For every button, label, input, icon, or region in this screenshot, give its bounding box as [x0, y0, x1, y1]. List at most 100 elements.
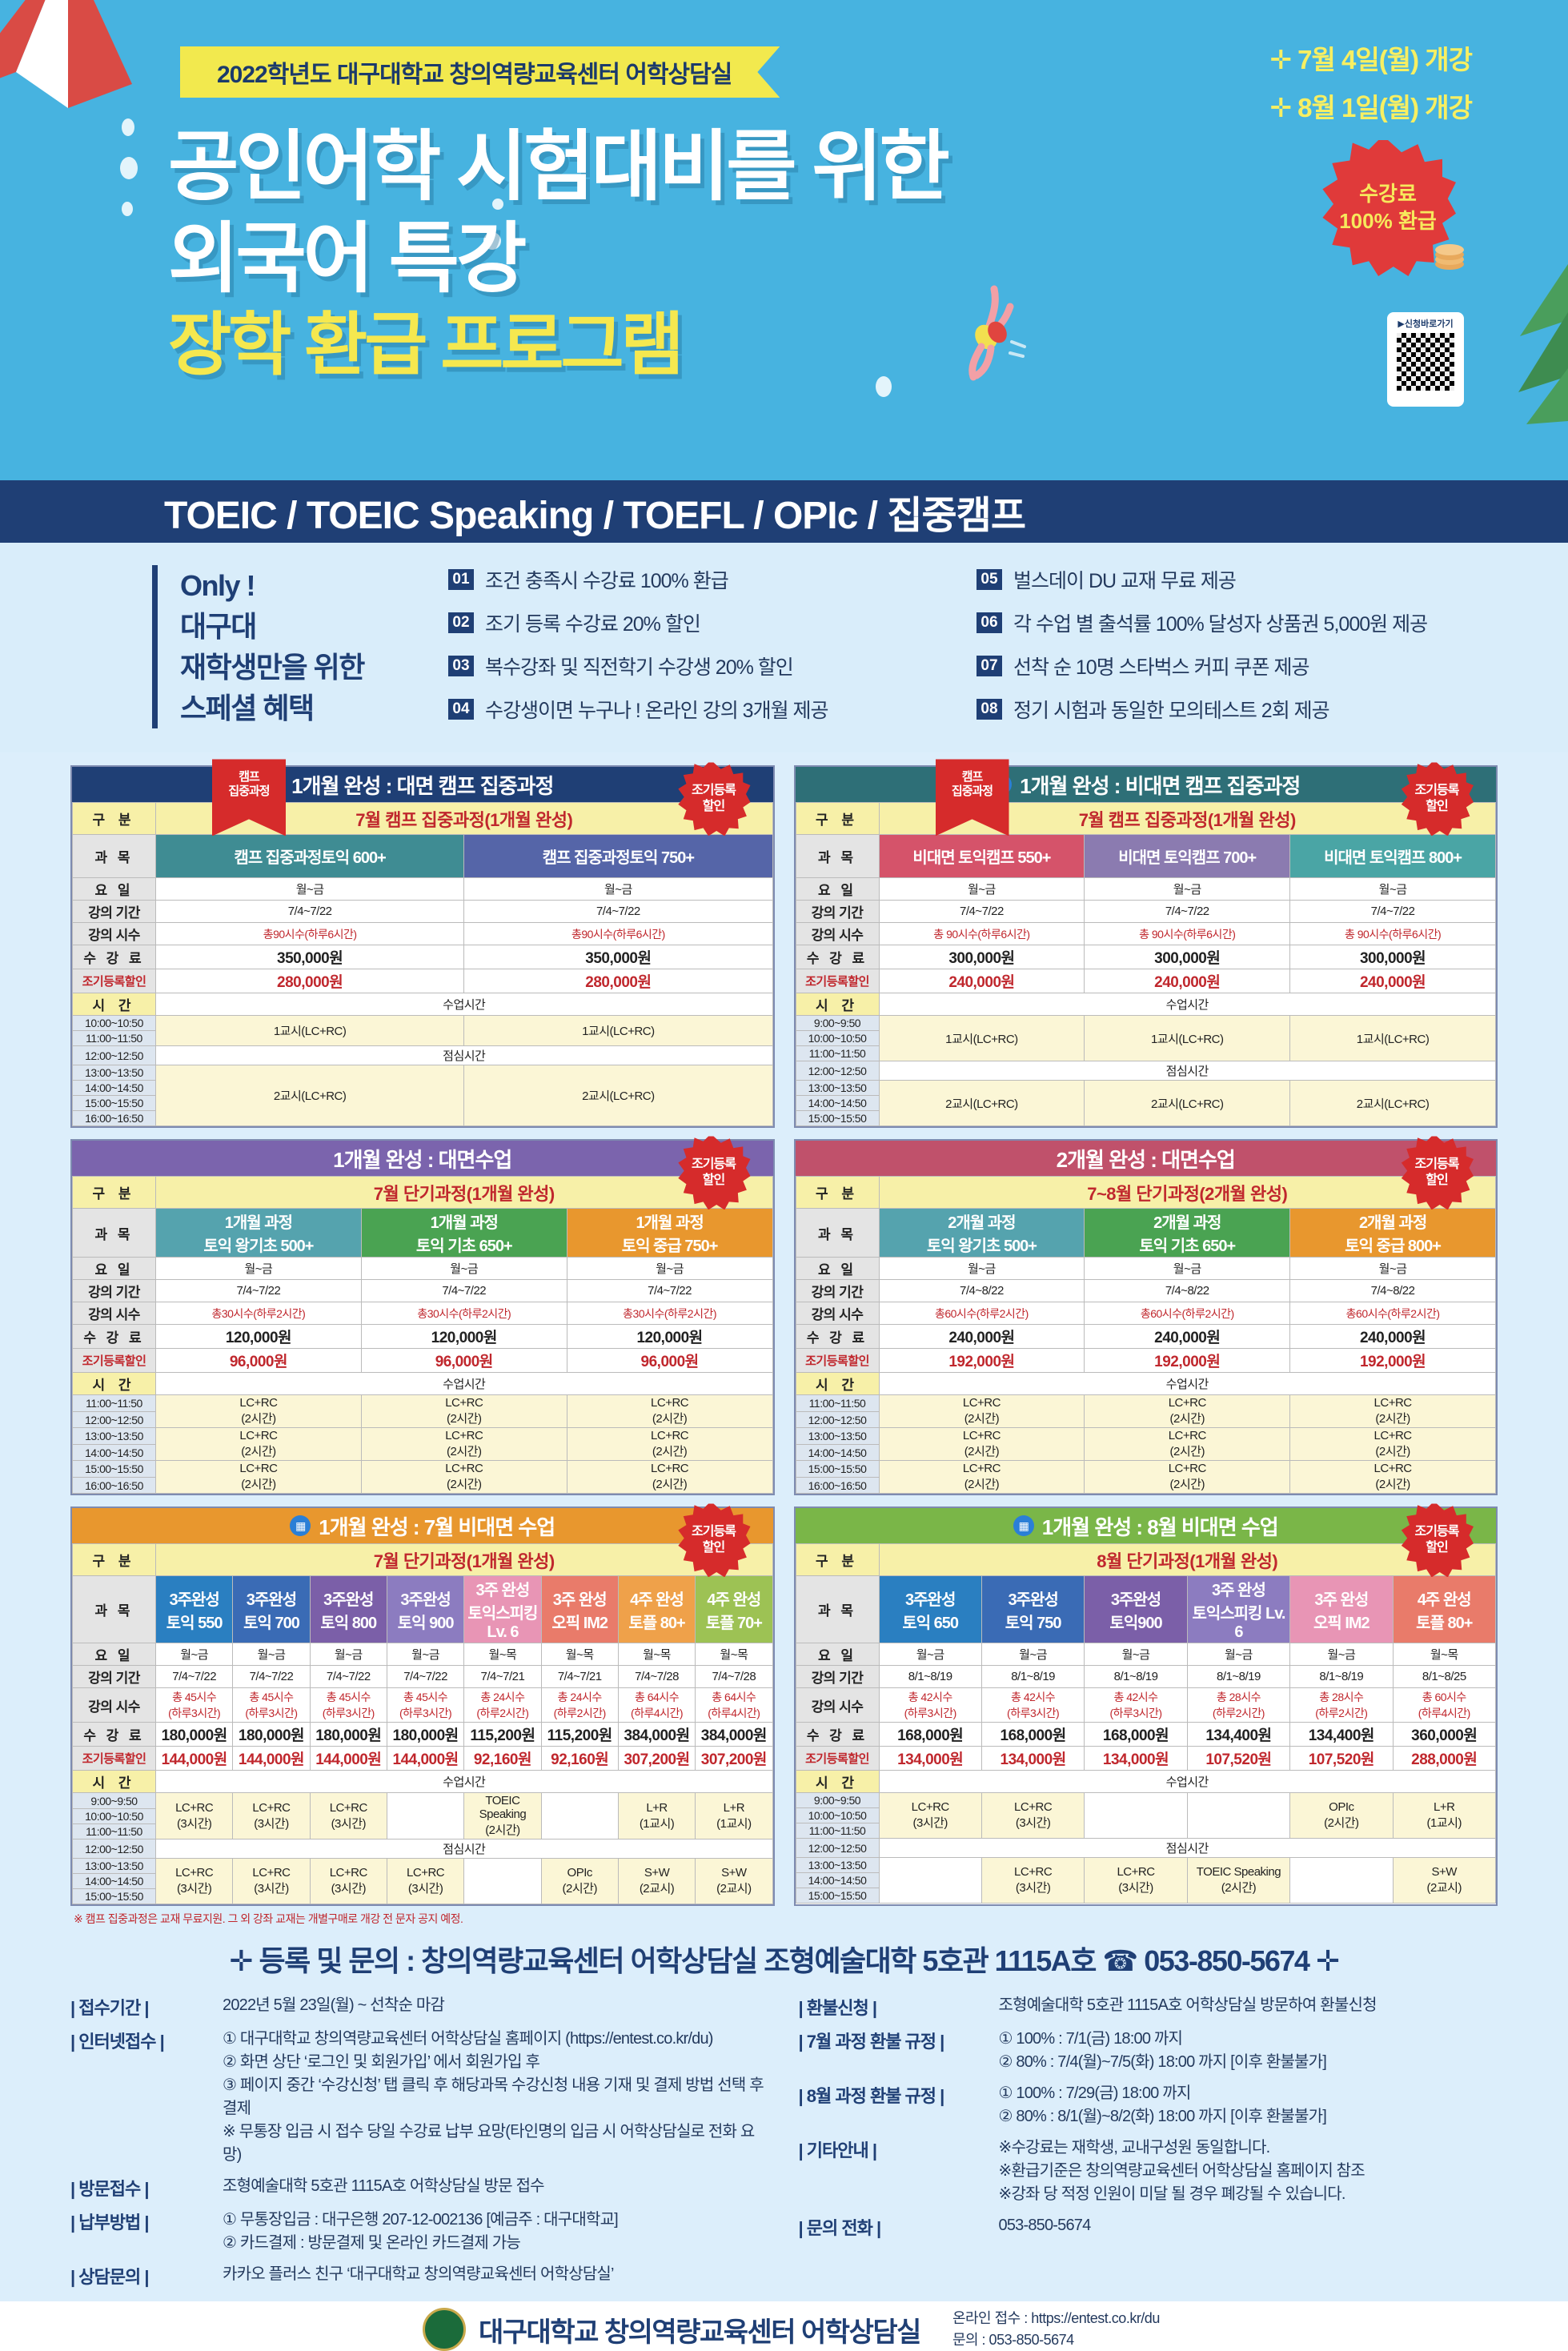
qr-apply-box[interactable]: ▶신청바로가기 — [1387, 312, 1464, 407]
time-slot-label: 9:00~9:50 — [795, 1792, 880, 1809]
bubble-decor — [876, 376, 892, 397]
time-slot-label: 13:00~13:50 — [72, 1427, 156, 1445]
qr-code-icon[interactable] — [1397, 333, 1454, 391]
course-table: 구 분 7월 캠프 집중과정(1개월 완성) 과 목 캠프 집중과정토익 600+ 캠프… — [72, 802, 773, 1127]
benefit-item: 01 조건 충족시 수강료 100% 환급 — [448, 565, 944, 594]
table-row: 요 일 월~금 월~금 월~금 월~금 월~금 월~목 — [795, 1643, 1497, 1667]
day-cell: 월~금 — [1289, 877, 1496, 901]
course-table: 구 분 7월 단기과정(1개월 완성) 과 목 3주완성 토익 550 3주완성 토익 70… — [72, 1543, 773, 1905]
footer-row: | 상담문의 | 카카오 플러스 친구 ‘대구대학교 창의역량교육센터 어학상담실… — [70, 2263, 770, 2289]
day-cell: 월~금 — [878, 1257, 1085, 1281]
course-table-title-text: 2개월 완성 : 대면수업 — [1056, 1147, 1236, 1172]
table-row: 과 목 캠프 집중과정토익 600+ 캠프 집중과정토익 750+ — [72, 834, 773, 879]
discount-cell: 280,000원 — [463, 969, 773, 994]
day-cell: 월~금 — [1289, 1257, 1496, 1281]
time-slot-label: 12:00~12:50 — [795, 1838, 880, 1859]
subject-header: 3주완성 토익 900 — [386, 1575, 465, 1644]
fee-cell: 134,400원 — [1289, 1722, 1394, 1747]
label-fee: 수 강 료 — [72, 1722, 156, 1747]
fee-cell: 300,000원 — [878, 945, 1085, 970]
benefit-number: 04 — [448, 699, 474, 720]
opening-date-2: 8월 1일(월) 개강 — [1269, 86, 1473, 125]
time-slot-label: 14:00~14:50 — [72, 1873, 156, 1890]
early-badge-line2: 할인 — [702, 1541, 725, 1555]
table-row: 강의 기간 7/4~7/22 7/4~7/22 7/4~7/22 7/4~7/22 7/4… — [72, 1665, 773, 1689]
label-gubun: 구 분 — [72, 1543, 156, 1577]
course-table-t1: 1개월 완성 : 대면 캠프 집중과정 캠프 집중과정 조기등록 할인 구 분 7월 캠프 … — [70, 759, 775, 1129]
discount-cell: 240,000원 — [1289, 969, 1496, 994]
table-row: 11:00~11:50 — [72, 1823, 773, 1840]
schedule-cell: LC+RC (2시간) — [878, 1394, 1085, 1429]
subject-header: 3주완성 토익900 — [1084, 1575, 1188, 1644]
table-row: 강의 시수 총90시수(하루6시간) 총90시수(하루6시간) — [72, 922, 773, 946]
footer-row-label: | 8월 과정 환불 규정 | — [798, 2086, 945, 2107]
table-row: 13:00~13:50 LC+RC (2시간) LC+RC (2시간) LC+RC (2시간… — [795, 1427, 1496, 1462]
footer-line: ※ 무통장 입금 시 접수 당일 수강료 납부 요망(타인명의 입금 시 어학상… — [223, 2123, 755, 2164]
schedule-cell: L+R (1교시) — [695, 1792, 773, 1840]
footer-row: | 환불신청 | 조형예술대학 5호관 1115A호 어학상담실 방문하여 환불신… — [799, 1994, 1498, 2020]
course-type-bar-text: TOEIC / TOEIC Speaking / TOEFL / OPIc / … — [164, 495, 1026, 537]
table-row: 14:00~14:50 — [72, 1873, 773, 1890]
period-cell: 7/4~7/22 — [154, 900, 465, 924]
table-row: 시 간 수업시간 — [795, 1372, 1496, 1396]
schedule-cell: LC+RC (2시간) — [360, 1427, 567, 1462]
footer-row-label: | 기타안내 | — [798, 2140, 878, 2161]
discount-cell: 96,000원 — [566, 1348, 773, 1374]
subject-header: 4주 완성 토플 70+ — [695, 1575, 773, 1644]
time-slot-label: 9:00~9:50 — [795, 1015, 880, 1032]
tables-note: ※ 캠프 집중과정은 교재 무료지원. 그 외 강좌 교재는 개별구매로 개강 … — [74, 1912, 463, 1926]
label-gubun: 구 분 — [795, 1176, 880, 1210]
schedule-cell: 2교시(LC+RC) — [154, 1065, 465, 1127]
time-slot-label: 14:00~14:50 — [795, 1443, 880, 1462]
course-table-title-text: 1개월 완성 : 7월 비대면 수업 — [319, 1515, 555, 1539]
table-row: 구 분 7월 캠프 집중과정(1개월 완성) — [72, 802, 773, 836]
schedule-cell: LC+RC (2시간) — [566, 1394, 773, 1429]
discount-cell: 107,520원 — [1186, 1746, 1291, 1771]
period-cell: 7/4~7/21 — [463, 1665, 542, 1689]
subject-header: 3주완성 토익 650 — [878, 1575, 982, 1644]
subject-header: 4주 완성 토플 80+ — [1392, 1575, 1497, 1644]
time-slot-label: 10:00~10:50 — [72, 1015, 156, 1032]
time-slot-label: 12:00~12:50 — [795, 1061, 880, 1081]
footer-line: ① 대구대학교 창의역량교육센터 어학상담실 홈페이지 (https://ent… — [223, 2030, 713, 2048]
benefit-item: 08 정기 시험과 동일한 모의테스트 2회 제공 — [976, 695, 1537, 724]
footer-col-right: | 환불신청 | 조형예술대학 5호관 1115A호 어학상담실 방문하여 환불신… — [799, 1994, 1498, 2297]
video-camera-icon: ▦ — [1013, 1515, 1034, 1537]
opening-dates: 7월 4일(월) 개강 8월 1일(월) 개강 — [1269, 38, 1473, 134]
label-subject: 과 목 — [795, 834, 880, 879]
course-table-title: ▦ 1개월 완성 : 8월 비대면 수업 조기등록 할인 — [795, 1503, 1496, 1578]
class-time-header: 수업시간 — [155, 1770, 773, 1794]
table-row: 과 목 2개월 과정 토익 왕기초 500+ 2개월 과정 토익 기초 650+ 2개월 … — [795, 1208, 1496, 1258]
label-discount: 조기등록할인 — [795, 969, 880, 994]
label-gubun: 구 분 — [72, 1176, 156, 1210]
footer-row: | 납부방법 | ① 무통장입금 : 대구은행 207-12-002136 [예금… — [70, 2209, 770, 2255]
label-hours: 강의 시수 — [72, 922, 156, 946]
hero-headline-1: 공인어학 시험대비를 위한 — [168, 124, 950, 210]
table-row: 강의 기간 7/4~7/22 7/4~7/22 7/4~7/22 — [72, 1279, 773, 1303]
label-subject: 과 목 — [72, 1575, 156, 1644]
benefit-text: 벌스데이 DU 교재 무료 제공 — [1013, 570, 1237, 592]
subject-header: 3주 완성 오픽 IM2 — [1289, 1575, 1394, 1644]
benefit-text: 선착 순 10명 스타벅스 커피 쿠폰 제공 — [1013, 656, 1309, 679]
time-slot-label: 15:00~15:50 — [795, 1460, 880, 1478]
fee-cell: 120,000원 — [155, 1324, 362, 1350]
footer-org-url: 온라인 접수 : https://entest.co.kr/du — [952, 2310, 1160, 2327]
table-row: 수 강 료 300,000원 300,000원 300,000원 — [795, 945, 1496, 970]
discount-cell: 192,000원 — [1289, 1348, 1496, 1374]
fee-cell: 384,000원 — [617, 1722, 696, 1747]
only-line-1: Only ! — [180, 569, 256, 602]
subject-header: 3주 완성 토익스피킹 Lv. 6 — [463, 1575, 542, 1644]
time-slot-label: 12:00~12:50 — [72, 1410, 156, 1429]
day-cell: 월~금 — [463, 877, 773, 901]
time-slot-label: 12:00~12:50 — [72, 1045, 156, 1066]
label-discount: 조기등록할인 — [72, 1348, 156, 1374]
schedule-cell: 1교시(LC+RC) — [463, 1015, 773, 1047]
fee-cell: 300,000원 — [1289, 945, 1496, 970]
subject-header: 캠프 집중과정토익 750+ — [463, 834, 773, 879]
footer-line: ② 80% : 8/1(월)~8/2(화) 18:00 까지 [이후 환불불가] — [998, 2108, 1327, 2126]
table-row: 조기등록할인 240,000원 240,000원 240,000원 — [795, 969, 1496, 994]
day-cell: 월~금 — [1186, 1643, 1291, 1667]
fee-cell: 180,000원 — [309, 1722, 387, 1747]
